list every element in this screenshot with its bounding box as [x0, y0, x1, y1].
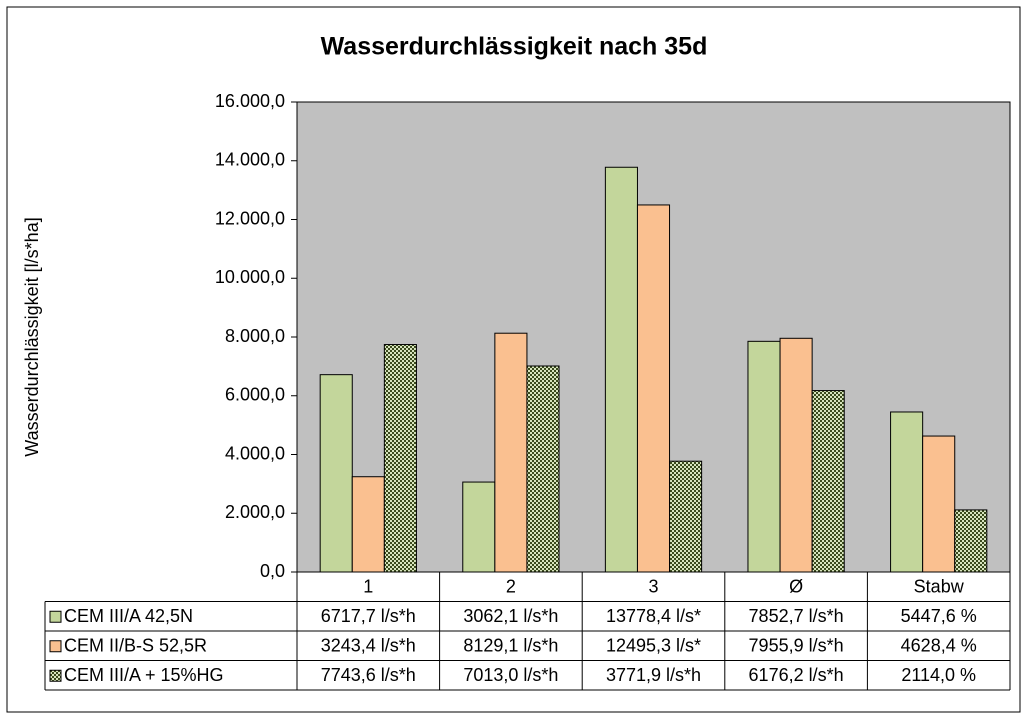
- y-axis-label: Wasserdurchlässigkeit [l/s*ha]: [22, 217, 42, 456]
- x-tick-label: 2: [506, 577, 516, 597]
- legend-key: [49, 610, 62, 623]
- y-tick-label: 2.000,0: [225, 502, 285, 522]
- data-label: 6717,7 l/s*h: [321, 606, 416, 626]
- legend-label: CEM II/B-S 52,5R: [64, 636, 207, 656]
- data-label: 8129,1 l/s*h: [463, 636, 558, 656]
- legend-label: CEM III/A 42,5N: [64, 606, 193, 626]
- legend-label: CEM III/A + 15%HG: [64, 665, 224, 685]
- bar: [747, 340, 781, 573]
- data-label: 3243,4 l/s*h: [321, 636, 416, 656]
- data-label: 7743,6 l/s*h: [321, 665, 416, 685]
- bar: [383, 344, 417, 573]
- bar: [636, 204, 671, 573]
- y-tick-label: 8.000,0: [225, 326, 285, 346]
- y-tick-label: 6.000,0: [225, 385, 285, 405]
- bar: [351, 476, 385, 573]
- y-tick-label: 16.000,0: [215, 91, 285, 111]
- data-label: 12495,3 l/s*: [606, 636, 701, 656]
- bar: [669, 460, 703, 573]
- bar: [462, 481, 496, 573]
- y-tick-label: 10.000,0: [215, 267, 285, 287]
- bar: [779, 337, 813, 573]
- data-label: 6176,2 l/s*h: [749, 665, 844, 685]
- data-label: 4628,4 %: [901, 636, 977, 656]
- x-tick-label: 3: [648, 577, 658, 597]
- bar: [494, 332, 528, 573]
- data-label: 7852,7 l/s*h: [749, 606, 844, 626]
- data-label: 2114,0 %: [901, 665, 976, 685]
- bar: [604, 166, 638, 573]
- bar: [922, 435, 956, 573]
- x-tick-label: Stabw: [914, 577, 965, 597]
- chart-title: Wasserdurchlässigkeit nach 35d: [321, 33, 708, 61]
- bar: [954, 509, 988, 573]
- data-label: 5447,6 %: [901, 606, 977, 626]
- y-tick-label: 14.000,0: [215, 150, 285, 170]
- bar: [811, 390, 845, 573]
- bar: [319, 374, 353, 573]
- data-label: 13778,4 l/s*: [606, 606, 701, 626]
- y-tick-label: 12.000,0: [215, 208, 285, 228]
- data-label: 3771,9 l/s*h: [606, 665, 701, 685]
- legend-key: [49, 669, 62, 682]
- y-tick-label: 4.000,0: [225, 443, 285, 463]
- data-label: 7013,0 l/s*h: [463, 665, 558, 685]
- bar: [526, 365, 560, 573]
- x-tick-label: Ø: [789, 577, 803, 597]
- bar: [890, 411, 924, 573]
- legend-key: [49, 640, 62, 653]
- data-label: 7955,9 l/s*h: [749, 636, 844, 656]
- x-tick-label: 1: [363, 577, 373, 597]
- y-tick-label: 0,0: [260, 561, 285, 581]
- data-label: 3062,1 l/s*h: [463, 606, 558, 626]
